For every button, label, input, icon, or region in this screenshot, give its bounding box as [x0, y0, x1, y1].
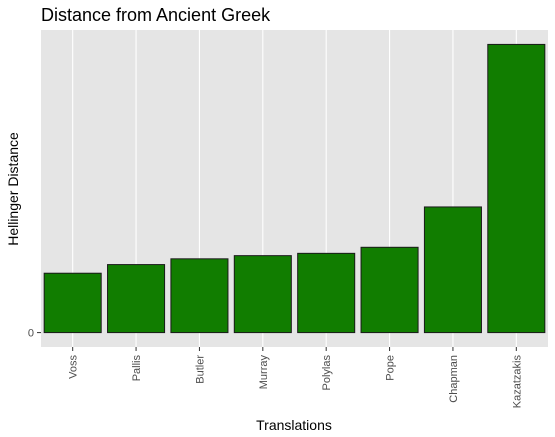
x-axis-title: Translations	[256, 417, 332, 433]
x-tick-label: Pallis	[131, 355, 143, 382]
chart-title: Distance from Ancient Greek	[41, 5, 271, 25]
bar-murray	[233, 255, 292, 334]
x-tick-label: Kazatzakis	[511, 355, 523, 409]
bar-chapman	[423, 206, 482, 334]
bar-pope	[360, 246, 419, 334]
bar-polylas	[297, 252, 356, 334]
axes: Voss Pallis Butler Murray Polylas Pope Chapman…	[28, 328, 523, 409]
bar-pallis	[107, 264, 166, 334]
bar-voss	[43, 272, 102, 334]
y-tick-label: 0	[28, 328, 34, 340]
bar-kazatzakis	[487, 43, 546, 334]
x-tick-label: Polylas	[321, 355, 333, 391]
bar-butler	[170, 258, 229, 334]
x-tick-label: Butler	[194, 355, 206, 384]
y-axis-title: Hellinger Distance	[5, 132, 21, 246]
x-tick-label: Murray	[258, 355, 270, 390]
bars	[43, 43, 546, 334]
x-tick-label: Pope	[385, 355, 397, 381]
x-tick-label: Voss	[68, 355, 80, 379]
x-tick-label: Chapman	[448, 355, 460, 403]
